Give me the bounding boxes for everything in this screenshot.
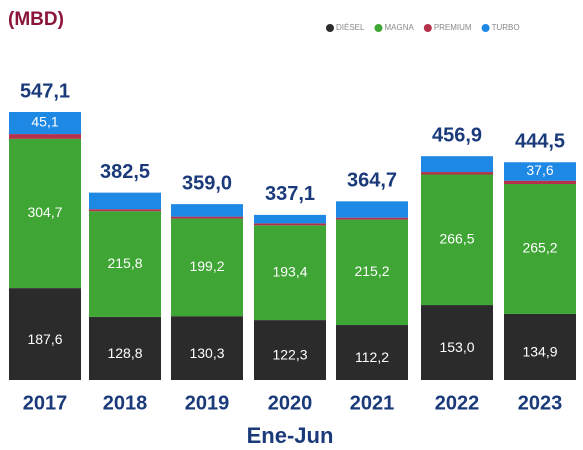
legend-swatch — [326, 24, 334, 32]
x-tick-label: 2022 — [435, 392, 480, 414]
bar-segment — [336, 325, 408, 380]
bar-segment — [504, 180, 576, 185]
value-label: 187,6 — [27, 331, 62, 347]
bar-segment — [254, 225, 326, 321]
total-label: 456,9 — [432, 124, 482, 146]
legend-swatch — [374, 24, 383, 32]
bar-segment — [504, 313, 576, 380]
bar-segment — [9, 134, 81, 139]
bar-segment — [9, 112, 81, 135]
value-label: 265,2 — [522, 240, 557, 256]
total-label: 444,5 — [515, 131, 565, 153]
legend-swatch — [423, 24, 432, 32]
bar-segment — [9, 138, 81, 289]
bar-segment — [421, 172, 493, 175]
bar-segment — [421, 174, 493, 306]
value-label: 122,3 — [272, 347, 307, 363]
value-label: 304,7 — [27, 204, 62, 220]
bar-segment — [254, 320, 326, 380]
bar-segment — [171, 218, 243, 317]
value-label: 37,6 — [526, 162, 553, 178]
value-label: 128,8 — [107, 345, 142, 361]
value-label: 112,2 — [355, 349, 389, 365]
total-label: 359,0 — [182, 172, 232, 194]
legend-swatch — [481, 24, 490, 32]
value-label: 215,2 — [354, 263, 389, 279]
value-label: 215,8 — [107, 255, 142, 271]
bar-segment — [89, 209, 161, 212]
legend-label: DIÉSEL — [336, 23, 365, 32]
bar-segment — [89, 211, 161, 317]
x-axis-label: Ene-Jun — [247, 423, 334, 448]
value-label: 130,3 — [189, 345, 224, 361]
x-tick-label: 2019 — [185, 392, 230, 414]
value-label: 193,4 — [272, 263, 307, 279]
bar-segment — [504, 184, 576, 314]
legend-label: PREMIUM — [434, 23, 472, 32]
x-tick-label: 2021 — [350, 392, 395, 414]
bar-segment — [171, 204, 243, 217]
bar-segment — [254, 214, 326, 224]
bar-segment — [504, 162, 576, 181]
total-label: 337,1 — [265, 183, 315, 205]
value-label: 45,1 — [31, 114, 58, 130]
bar-segment — [9, 288, 81, 380]
bar-segment — [336, 217, 408, 220]
bar-segment — [336, 201, 408, 218]
bar-segment — [171, 216, 243, 219]
total-label: 382,5 — [100, 161, 150, 183]
bar-segment — [254, 223, 326, 226]
chart-title: (MBD) — [8, 9, 64, 30]
value-label: 134,9 — [522, 344, 557, 360]
x-tick-label: 2017 — [23, 392, 68, 414]
total-label: 547,1 — [20, 80, 70, 102]
x-tick-label: 2018 — [103, 392, 148, 414]
legend-label: TURBO — [492, 23, 520, 32]
bar-segment — [89, 316, 161, 380]
value-label: 266,5 — [439, 230, 474, 246]
value-label: 199,2 — [189, 258, 224, 274]
x-tick-label: 2023 — [518, 392, 563, 414]
legend-label: MAGNA — [384, 23, 414, 32]
bar-segment — [336, 219, 408, 326]
total-label: 364,7 — [347, 170, 397, 192]
bar-segment — [171, 316, 243, 380]
x-tick-label: 2020 — [268, 392, 313, 414]
bar-segment — [421, 156, 493, 173]
value-label: 153,0 — [439, 339, 474, 355]
bar-segment — [421, 305, 493, 380]
bar-segment — [89, 192, 161, 210]
